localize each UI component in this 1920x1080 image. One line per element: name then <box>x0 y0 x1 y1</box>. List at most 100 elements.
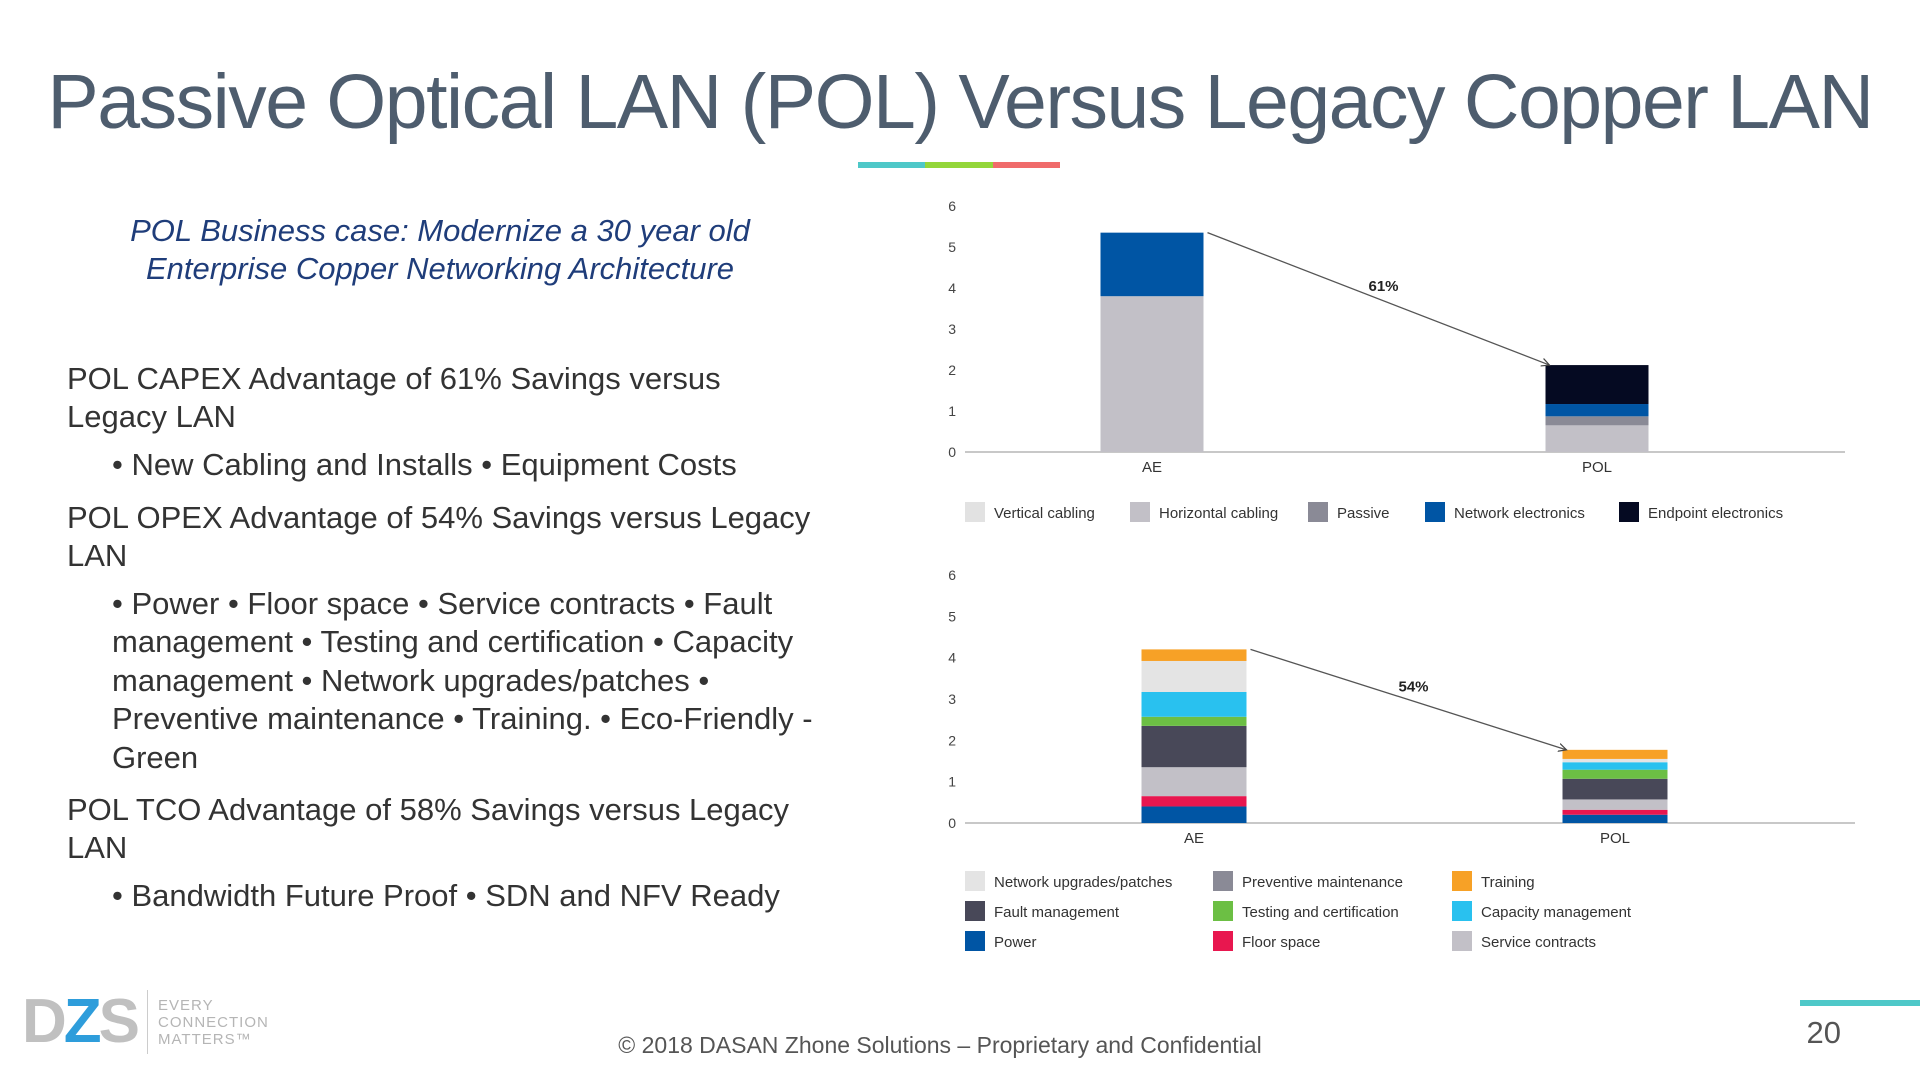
logo-tagline-line: EVERY <box>158 996 214 1014</box>
logo-letter-z: Z <box>63 987 102 1056</box>
legend-swatch <box>1213 871 1233 891</box>
legend-label: Vertical cabling <box>994 505 1095 522</box>
change-annotation: 61% <box>1368 278 1398 295</box>
legend-label: Horizontal cabling <box>1159 505 1278 522</box>
bar-segment <box>1562 799 1668 810</box>
bar-segment <box>1100 296 1204 452</box>
bar-segment <box>1141 767 1247 797</box>
company-logo: DZS EVERY CONNECTION MATTERS™ <box>22 990 269 1054</box>
charts-area: 0 1 2 3 4 5 6 AE POL 61% Vertical cabling Horizonta… <box>948 198 1855 951</box>
change-arrow <box>1250 648 1567 749</box>
legend-swatch <box>1213 901 1233 921</box>
change-arrow <box>1207 232 1550 365</box>
bar-segment <box>1141 716 1247 726</box>
logo-tagline-line: CONNECTION <box>158 1013 269 1031</box>
bullet-capex: POL CAPEX Advantage of 61% Savings versu… <box>67 361 721 434</box>
legend-label: Training <box>1481 874 1535 891</box>
bullet-capex-detail: • New Cabling and Installs • Equipment C… <box>112 447 737 482</box>
logo-tagline: EVERY CONNECTION MATTERS™ <box>158 997 269 1048</box>
subtitle-line-2: Enterprise Copper Networking Architectur… <box>145 251 735 286</box>
y-tick-label: 0 <box>948 815 956 831</box>
legend-swatch <box>1308 502 1328 522</box>
bar-segment <box>1545 404 1649 417</box>
bullet-tco: POL TCO Advantage of 58% Savings versus … <box>67 792 790 865</box>
page-title: Passive Optical LAN (POL) Versus Legacy … <box>47 59 1874 145</box>
bullet-tco-detail: • Bandwidth Future Proof • SDN and NFV R… <box>112 878 780 913</box>
legend-label: Floor space <box>1242 934 1320 951</box>
legend-swatch <box>965 502 985 522</box>
y-tick-label: 6 <box>948 198 956 214</box>
bar-segment <box>1562 762 1668 770</box>
y-tick-label: 1 <box>948 403 956 419</box>
legend-label: Capacity management <box>1481 904 1632 921</box>
bar-segment <box>1141 660 1247 692</box>
legend-swatch <box>1213 931 1233 951</box>
logo-mark: DZS <box>22 991 140 1053</box>
legend-swatch <box>1452 931 1472 951</box>
bar-segment <box>1545 425 1649 452</box>
subtitle-line-1: POL Business case: Modernize a 30 year o… <box>130 213 750 248</box>
x-tick-label: AE <box>1184 830 1204 847</box>
bar-segment <box>1141 649 1247 661</box>
bar-segment <box>1141 796 1247 807</box>
legend-swatch <box>965 901 985 921</box>
y-tick-label: 1 <box>948 774 956 790</box>
bar-segment <box>1562 769 1668 779</box>
legend-label: Power <box>994 934 1037 951</box>
y-tick-label: 4 <box>948 650 956 666</box>
bar-segment <box>1141 691 1247 717</box>
bullet-opex: POL OPEX Advantage of 54% Savings versus… <box>67 499 811 573</box>
x-tick-label: POL <box>1582 459 1612 476</box>
legend-label: Service contracts <box>1481 934 1596 951</box>
y-tick-label: 5 <box>948 239 956 255</box>
bullet-opex-detail: • Power • Floor space • Service contract… <box>112 585 813 775</box>
x-tick-label: AE <box>1142 459 1162 476</box>
legend-swatch <box>1130 502 1150 522</box>
y-tick-label: 6 <box>948 567 956 583</box>
y-tick-label: 2 <box>948 732 956 748</box>
bar-segment <box>1141 725 1247 768</box>
bar-segment <box>1562 778 1668 800</box>
accent-segment-teal <box>858 162 926 168</box>
y-tick-label: 4 <box>948 280 956 296</box>
legend-label: Network upgrades/patches <box>994 874 1172 891</box>
bar-segment <box>1562 809 1668 815</box>
bar-segment <box>1562 749 1668 759</box>
subtitle: POL Business case: Modernize a 30 year o… <box>110 212 770 288</box>
legend-swatch <box>1425 502 1445 522</box>
change-annotation: 54% <box>1398 679 1428 696</box>
legend-swatch <box>1452 901 1472 921</box>
bar-segment <box>1141 806 1247 823</box>
x-tick-label: POL <box>1600 830 1630 847</box>
legend-swatch <box>965 871 985 891</box>
y-tick-label: 5 <box>948 608 956 624</box>
legend-label: Network electronics <box>1454 505 1585 522</box>
y-tick-label: 3 <box>948 691 956 707</box>
title-accent-bar <box>858 162 1060 168</box>
accent-segment-red <box>992 162 1060 168</box>
legend-label: Fault management <box>994 904 1120 921</box>
bar-segment <box>1562 814 1668 823</box>
page-number-accent <box>1800 1000 1920 1006</box>
legend-swatch <box>965 931 985 951</box>
bar-segment <box>1562 758 1668 763</box>
footer-copyright: © 2018 DASAN Zhone Solutions – Proprieta… <box>618 1032 1262 1058</box>
accent-segment-green <box>925 162 993 168</box>
logo-letter-d: D <box>22 987 67 1056</box>
legend-label: Endpoint electronics <box>1648 505 1783 522</box>
logo-tagline-line: MATTERS™ <box>158 1030 252 1048</box>
legend-swatch <box>1619 502 1639 522</box>
legend-swatch <box>1452 871 1472 891</box>
logo-letter-s: S <box>98 987 140 1056</box>
legend-label: Testing and certification <box>1242 904 1399 921</box>
bullet-list: POL CAPEX Advantage of 61% Savings versu… <box>67 360 827 930</box>
bar-segment <box>1545 416 1649 426</box>
y-tick-label: 2 <box>948 362 956 378</box>
legend-label: Passive <box>1337 505 1390 522</box>
page-number: 20 <box>1806 1015 1841 1050</box>
logo-divider <box>147 990 149 1054</box>
legend-label: Preventive maintenance <box>1242 874 1403 891</box>
bar-segment <box>1545 365 1649 405</box>
y-tick-label: 3 <box>948 321 956 337</box>
y-tick-label: 0 <box>948 444 956 460</box>
